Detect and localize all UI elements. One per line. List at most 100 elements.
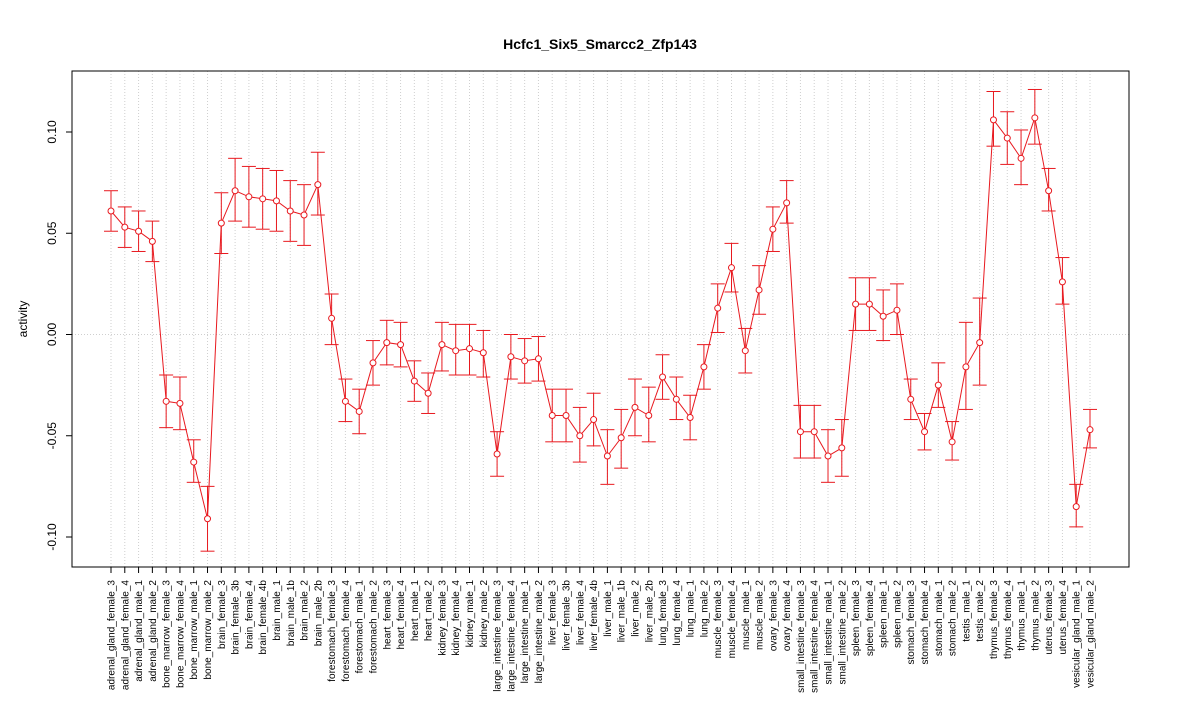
data-point (135, 227, 143, 235)
data-point (466, 345, 474, 353)
x-tick-label: spleen_female_4 (865, 580, 876, 657)
x-tick-label: brain_female_3 (217, 580, 228, 649)
x-tick-label: kidney_female_4 (451, 580, 462, 656)
x-tick-label: spleen_male_2 (892, 580, 903, 648)
data-point (907, 395, 915, 403)
x-tick-label: stomach_female_4 (920, 580, 931, 665)
x-tick-label: liver_male_1b (617, 580, 628, 643)
x-tick-label: uterus_female_4 (1058, 580, 1069, 655)
x-tick-label: brain_male_1b (286, 580, 297, 647)
data-point (300, 211, 308, 219)
data-point (148, 237, 156, 245)
x-tick-label: liver_male_2 (630, 580, 641, 637)
x-tick-label: kidney_female_3 (437, 580, 448, 656)
x-tick-label: lung_female_3 (658, 580, 669, 646)
data-point (727, 264, 735, 272)
data-point (590, 416, 598, 424)
x-tick-label: thymus_female_3 (989, 580, 1000, 659)
x-axis: adrenal_gland_female_3 adrenal_gland_fema… (107, 566, 1097, 693)
data-point (1045, 187, 1053, 195)
y-tick-label: 0.05 (45, 221, 59, 245)
x-tick-label: muscle_male_2 (755, 580, 766, 650)
x-tick-label: small_intestine_female_4 (810, 580, 821, 693)
x-tick-label: adrenal_gland_female_4 (120, 580, 131, 691)
x-tick-label: muscle_female_3 (713, 580, 724, 659)
data-point (369, 359, 377, 367)
x-tick-label: large_intestine_male_2 (534, 580, 545, 684)
x-tick-label: heart_female_4 (396, 580, 407, 650)
data-point (245, 193, 253, 201)
data-point (562, 412, 570, 419)
x-tick-label: small_intestine_male_1 (824, 580, 835, 685)
x-tick-label: liver_female_3 (548, 580, 559, 645)
x-tick-label: lung_male_1 (686, 580, 697, 638)
x-tick-label: muscle_female_4 (727, 580, 738, 659)
x-tick-label: forestomach_female_4 (341, 580, 352, 682)
x-tick-label: liver_female_4 (575, 580, 586, 645)
data-point (1003, 134, 1011, 142)
x-tick-label: heart_male_2 (424, 580, 435, 642)
y-tick-label: -0.05 (45, 422, 59, 450)
x-tick-label: bone_marrow_female_4 (175, 580, 186, 688)
x-tick-label: ovary_female_3 (768, 580, 779, 652)
data-point (397, 341, 405, 349)
data-point (1086, 426, 1094, 434)
x-tick-label: large_intestine_female_3 (493, 580, 504, 692)
data-point (645, 412, 653, 419)
x-tick-label: testis_male_2 (975, 580, 986, 642)
x-tick-label: adrenal_gland_male_2 (148, 580, 159, 682)
x-tick-label: liver_male_1 (603, 580, 614, 637)
x-tick-label: stomach_male_1 (934, 580, 945, 657)
data-point (617, 434, 625, 442)
series-line-layer (110, 115, 1091, 519)
data-point (507, 353, 515, 361)
x-tick-label: kidney_male_1 (465, 580, 476, 648)
x-tick-label: forestomach_male_2 (368, 580, 379, 674)
x-tick-label: muscle_male_1 (741, 580, 752, 650)
x-tick-label: liver_female_4b (589, 580, 600, 651)
x-tick-label: thymus_male_1 (1017, 580, 1028, 651)
point-layer (107, 114, 1094, 523)
data-point (204, 515, 212, 523)
data-point (976, 339, 984, 347)
x-tick-label: lung_male_2 (699, 580, 710, 638)
data-point (548, 412, 556, 419)
data-point (217, 219, 225, 227)
grid-layer (72, 71, 1129, 567)
x-tick-label: small_intestine_male_2 (837, 580, 848, 685)
data-point (741, 347, 749, 355)
data-point (700, 363, 708, 371)
data-point (176, 399, 184, 407)
data-point (879, 312, 887, 320)
series-line (110, 115, 1091, 519)
data-point (631, 403, 639, 411)
data-point (314, 181, 322, 189)
x-tick-label: liver_male_2b (644, 580, 655, 643)
data-point (948, 438, 956, 446)
data-point (534, 355, 542, 363)
data-point (576, 432, 584, 440)
x-tick-label: spleen_male_1 (879, 580, 890, 648)
data-point (121, 223, 129, 231)
data-point (893, 306, 901, 314)
data-point (452, 347, 460, 355)
data-point (852, 300, 860, 308)
x-tick-label: stomach_male_2 (948, 580, 959, 657)
x-tick-label: large_intestine_female_4 (506, 580, 517, 692)
x-tick-label: adrenal_gland_female_3 (107, 580, 118, 691)
data-point (328, 314, 336, 322)
data-point (493, 450, 501, 458)
plot-frame (71, 70, 1130, 568)
data-point (989, 116, 997, 124)
data-point (1072, 503, 1080, 511)
data-point (259, 195, 267, 203)
x-tick-label: ovary_female_4 (782, 580, 793, 652)
x-tick-label: adrenal_gland_male_1 (134, 580, 145, 682)
data-point (714, 304, 722, 312)
y-tick-label: 0.00 (45, 322, 59, 346)
x-tick-label: kidney_male_2 (479, 580, 490, 648)
y-axis: -0.10 -0.05 0.00 0.05 0.10 (45, 120, 73, 551)
x-tick-label: stomach_female_3 (906, 580, 917, 665)
x-tick-label: uterus_female_3 (1044, 580, 1055, 655)
